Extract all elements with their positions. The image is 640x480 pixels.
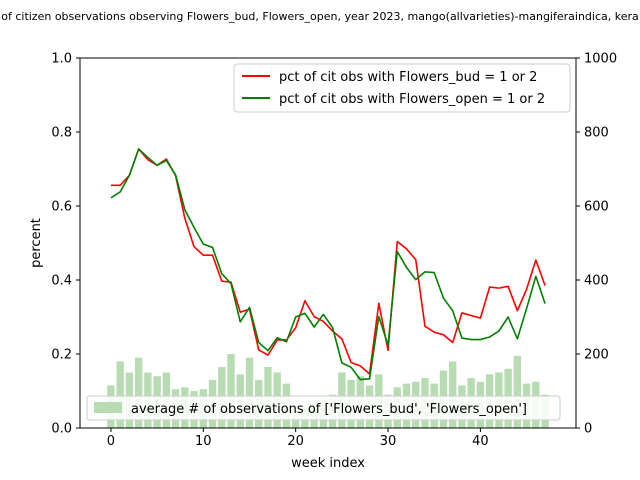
bar-week-13	[227, 354, 235, 428]
y-tick-label: 0.2	[51, 348, 72, 363]
legend-upper-box	[233, 63, 571, 113]
y-tick-label: 0.0	[51, 422, 72, 437]
bar-week-1	[116, 361, 124, 428]
legend-upper: pct of cit obs with Flowers_bud = 1 or 2…	[233, 63, 571, 113]
y-tick-label: 1.0	[51, 52, 72, 67]
y-tick-label: 0.6	[51, 200, 72, 215]
x-axis-label: week index	[291, 456, 365, 471]
x-tick-label: 40	[472, 434, 489, 449]
bar-week-15	[245, 357, 254, 428]
bar-week-37	[449, 361, 457, 428]
x-tick-label: 20	[287, 434, 304, 449]
y2-tick-label: 200	[584, 348, 609, 363]
legend-label-observations: average # of observations of ['Flowers_b…	[131, 402, 527, 417]
y2-tick-label: 1000	[584, 52, 617, 67]
legend-swatch-observations	[94, 402, 122, 413]
lines-layer	[110, 148, 546, 381]
x-tick-label: 10	[195, 434, 212, 449]
legend-lower-box	[86, 395, 561, 421]
y2-tick-label: 400	[584, 274, 609, 289]
x-tick-label: 0	[107, 434, 115, 449]
y2-tick-label: 800	[584, 126, 609, 141]
y-tick-label: 0.8	[51, 126, 72, 141]
bar-week-3	[134, 357, 143, 428]
y-axis-right: 0 200 400 600 800 1000	[576, 52, 617, 437]
y-axis-label: percent	[29, 218, 44, 268]
chart-title: of citizen observations observing Flower…	[1, 10, 639, 23]
y-axis-left: 0.0 0.2 0.4 0.6 0.8 1.0	[51, 52, 80, 437]
x-tick-label: 30	[380, 434, 397, 449]
bar-week-44	[513, 355, 522, 428]
legend-label-flowers-open: pct of cit obs with Flowers_open = 1 or …	[279, 92, 545, 107]
series-line-flowers-bud	[110, 148, 546, 375]
legend-lower: average # of observations of ['Flowers_b…	[86, 395, 561, 421]
y2-tick-label: 0	[584, 422, 592, 437]
legend-label-flowers-bud: pct of cit obs with Flowers_bud = 1 or 2	[279, 70, 537, 85]
series-line-flowers-open	[110, 148, 546, 381]
y2-tick-label: 600	[584, 200, 609, 215]
x-axis: 0 10 20 30 40	[107, 428, 489, 449]
y-tick-label: 0.4	[51, 274, 72, 289]
plot-frame	[79, 57, 577, 429]
